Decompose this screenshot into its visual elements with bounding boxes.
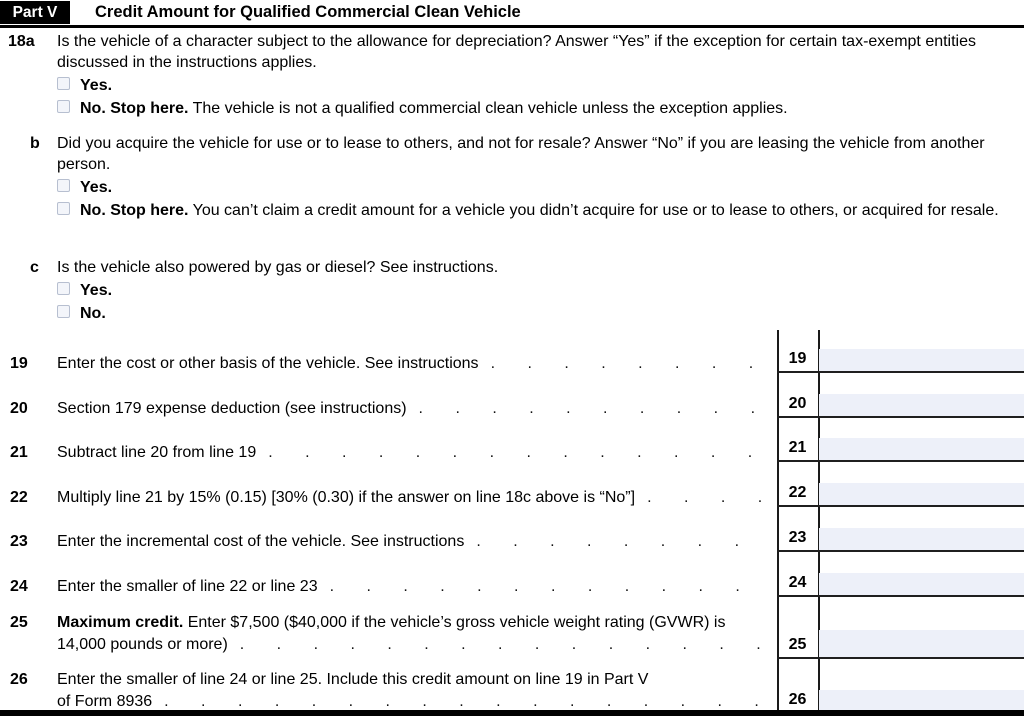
part-label-box: Part V — [0, 1, 70, 24]
checkbox-18b-no[interactable] — [57, 202, 70, 215]
dot-leader — [419, 398, 766, 419]
dot-leader — [268, 442, 766, 463]
line-20-row: 20 Section 179 expense deduction (see in… — [0, 398, 766, 419]
amount-cell-23: 23 — [777, 507, 1024, 552]
checkbox-18a-yes[interactable] — [57, 77, 70, 90]
amount-cell-22: 22 — [777, 462, 1024, 507]
amount-line-number-21: 21 — [788, 439, 807, 456]
line-23-number: 23 — [10, 533, 28, 550]
amount-line-number-23: 23 — [788, 529, 807, 546]
amount-cell-24: 24 — [777, 552, 1024, 597]
line-23-row: 23 Enter the incremental cost of the veh… — [0, 531, 766, 552]
line-23-label: Enter the incremental cost of the vehicl… — [57, 533, 465, 550]
amount-input-26[interactable] — [819, 690, 1024, 712]
part-header: Part V Credit Amount for Qualified Comme… — [0, 0, 1024, 28]
question-18a-text: Is the vehicle of a character subject to… — [57, 33, 977, 71]
line-21-number: 21 — [10, 444, 28, 461]
amount-column: 19 20 21 22 23 24 25 26 — [777, 330, 1024, 712]
amount-line-number-20: 20 — [788, 395, 807, 412]
line-25-label-line1: Maximum credit. Enter $7,500 ($40,000 if… — [57, 614, 726, 631]
amount-input-23[interactable] — [819, 528, 1024, 550]
amount-input-25[interactable] — [819, 630, 1024, 657]
question-number-18a: 18a — [8, 33, 35, 50]
option-18b-no: No. Stop here. You can’t claim a credit … — [57, 200, 1020, 221]
dot-leader — [476, 531, 766, 552]
amount-cell-25: 25 — [777, 597, 1024, 659]
amount-line-number-25: 25 — [788, 636, 807, 653]
line-26-row: 26 Enter the smaller of line 24 or line … — [0, 669, 766, 690]
line-26-label-line1: Enter the smaller of line 24 or line 25.… — [57, 671, 649, 688]
line-24-row: 24 Enter the smaller of line 22 or line … — [0, 576, 766, 597]
amount-line-number-22: 22 — [788, 484, 807, 501]
dot-leader — [330, 576, 766, 597]
line-26-label-line2: of Form 8936 — [57, 693, 153, 710]
option-18b-yes: Yes. — [57, 177, 1020, 198]
amount-cell-21: 21 — [777, 418, 1024, 462]
line-26-number: 26 — [10, 671, 28, 688]
line-24-number: 24 — [10, 578, 28, 595]
option-18a-no-rest: The vehicle is not a qualified commercia… — [188, 100, 788, 117]
question-number-18c: c — [30, 259, 39, 276]
amount-cell-26: 26 — [777, 659, 1024, 712]
line-26-row-continued: of Form 8936 — [0, 691, 766, 712]
checkbox-18a-no[interactable] — [57, 100, 70, 113]
amount-cell-20: 20 — [777, 373, 1024, 418]
checkbox-18c-no[interactable] — [57, 305, 70, 318]
option-18b-no-label: No. Stop here. — [80, 202, 189, 219]
amount-input-21[interactable] — [819, 438, 1024, 460]
column-rule-right — [818, 330, 820, 712]
line-22-label: Multiply line 21 by 15% (0.15) [30% (0.3… — [57, 489, 636, 506]
option-18b-no-rest: You can’t claim a credit amount for a ve… — [188, 202, 999, 219]
line-25-label-bold: Maximum credit. — [57, 614, 184, 631]
question-18c-text: Is the vehicle also powered by gas or di… — [57, 259, 499, 276]
question-18a: 18a Is the vehicle of a character subjec… — [0, 31, 1010, 119]
amount-input-19[interactable] — [819, 349, 1024, 371]
option-18c-yes: Yes. — [57, 280, 1020, 301]
line-25-label-line2: 14,000 pounds or more) — [57, 636, 228, 653]
option-18a-yes-label: Yes. — [80, 77, 113, 94]
amount-line-number-24: 24 — [788, 574, 807, 591]
line-21-label: Subtract line 20 from line 19 — [57, 444, 257, 461]
line-21-row: 21 Subtract line 20 from line 19 — [0, 442, 766, 463]
line-22-row: 22 Multiply line 21 by 15% (0.15) [30% (… — [0, 487, 766, 508]
line-19-label: Enter the cost or other basis of the veh… — [57, 355, 479, 372]
amount-input-20[interactable] — [819, 394, 1024, 416]
dot-leader — [164, 691, 766, 712]
option-18c-no: No. — [57, 303, 1020, 324]
line-24-label: Enter the smaller of line 22 or line 23 — [57, 578, 318, 595]
question-18b: b Did you acquire the vehicle for use or… — [0, 133, 1010, 221]
line-20-number: 20 — [10, 400, 28, 417]
amount-line-number-19: 19 — [788, 350, 807, 367]
checkbox-18c-yes[interactable] — [57, 282, 70, 295]
line-22-number: 22 — [10, 489, 28, 506]
line-25-number: 25 — [10, 614, 28, 631]
question-number-18b: b — [30, 135, 40, 152]
line-25-row: 25 Maximum credit. Enter $7,500 ($40,000… — [0, 612, 766, 633]
dot-leader — [647, 487, 766, 508]
option-18a-yes: Yes. — [57, 75, 1020, 96]
form-bottom-rule — [0, 710, 1024, 716]
option-18c-no-label: No. — [80, 305, 106, 322]
option-18b-yes-label: Yes. — [80, 179, 113, 196]
amount-line-number-26: 26 — [788, 691, 807, 708]
option-18c-yes-label: Yes. — [80, 282, 113, 299]
amount-cell-19: 19 — [777, 330, 1024, 373]
amount-input-22[interactable] — [819, 483, 1024, 505]
question-18c: c Is the vehicle also powered by gas or … — [0, 257, 1010, 324]
option-18a-no-label: No. Stop here. — [80, 100, 189, 117]
line-19-row: 19 Enter the cost or other basis of the … — [0, 353, 766, 374]
dot-leader — [240, 634, 766, 655]
dot-leader — [491, 353, 766, 374]
line-19-number: 19 — [10, 355, 28, 372]
option-18a-no: No. Stop here. The vehicle is not a qual… — [57, 98, 1020, 119]
line-25-row-continued: 14,000 pounds or more) — [0, 634, 766, 655]
checkbox-18b-yes[interactable] — [57, 179, 70, 192]
part-title: Credit Amount for Qualified Commercial C… — [95, 3, 521, 21]
column-rule-left — [777, 330, 779, 712]
line-20-label: Section 179 expense deduction (see instr… — [57, 400, 407, 417]
question-18b-text: Did you acquire the vehicle for use or t… — [57, 135, 985, 173]
amount-input-24[interactable] — [819, 573, 1024, 595]
